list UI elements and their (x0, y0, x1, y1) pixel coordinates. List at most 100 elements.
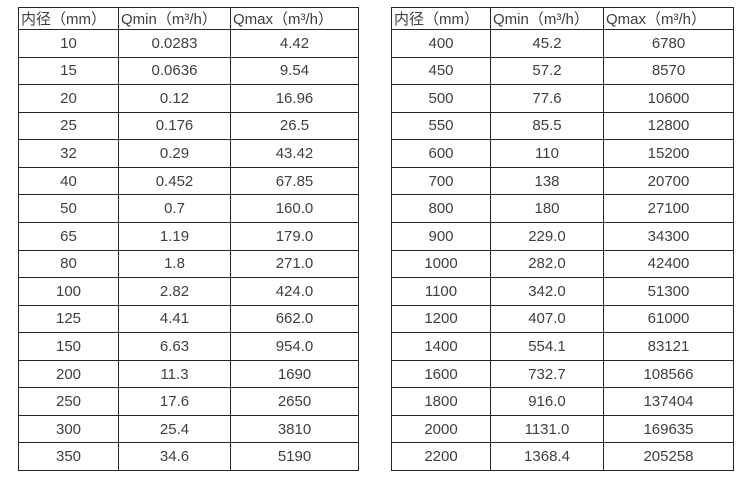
table-row: 1000 282.0 42400 (391, 249, 734, 279)
table-cell: 25 (18, 111, 119, 141)
table-cell: 229.0 (490, 221, 604, 251)
table-cell: 0.176 (118, 111, 231, 141)
table-cell: 26.5 (230, 111, 359, 141)
table-cell: 407.0 (490, 304, 604, 334)
table-cell: 179.0 (230, 221, 359, 251)
table-row: 1400 554.1 83121 (391, 332, 734, 361)
table-cell: 916.0 (490, 387, 604, 416)
table-row: 350 34.6 5190 (18, 442, 359, 471)
table-cell: 34300 (603, 221, 734, 251)
table-cell: 11.3 (118, 359, 231, 389)
table-cell: 1800 (391, 387, 491, 416)
table-cell: 15 (18, 56, 119, 86)
table-cell: 1368.4 (490, 442, 604, 471)
table-cell: 1000 (391, 249, 491, 279)
table-row: 700 138 20700 (391, 166, 734, 196)
flow-spec-table-large-diameters: 内径（mm） Qmin（m³/h） Qmax（m³/h） 400 45.2 6780 45… (391, 7, 734, 471)
table-cell: 2.82 (118, 277, 231, 306)
table-cell: 2650 (230, 387, 359, 416)
table-cell: 20700 (603, 166, 734, 196)
table-cell: 61000 (603, 304, 734, 334)
table-cell: 43.42 (230, 139, 359, 168)
table-cell: 67.85 (230, 166, 359, 196)
table-cell: 6.63 (118, 332, 231, 361)
table-row: 50 0.7 160.0 (18, 194, 359, 223)
table-cell: 700 (391, 166, 491, 196)
table-cell: 400 (391, 29, 491, 58)
table-cell: 138 (490, 166, 604, 196)
table-cell: 954.0 (230, 332, 359, 361)
table-cell: 271.0 (230, 249, 359, 279)
table-cell: 100 (18, 277, 119, 306)
table-body: 400 45.2 6780 450 57.2 8570 500 77.6 10600 550 85.… (391, 29, 734, 471)
table-cell: 1600 (391, 359, 491, 389)
table-cell: 1200 (391, 304, 491, 334)
table-cell: 32 (18, 139, 119, 168)
table-cell: 20 (18, 84, 119, 113)
table-row: 1100 342.0 51300 (391, 277, 734, 306)
table-cell: 1.8 (118, 249, 231, 279)
table-cell: 6780 (603, 29, 734, 58)
table-row: 600 110 15200 (391, 139, 734, 168)
table-cell: 85.5 (490, 111, 604, 141)
table-cell: 125 (18, 304, 119, 334)
table-cell: 40 (18, 166, 119, 196)
table-cell: 300 (18, 414, 119, 444)
table-cell: 51300 (603, 277, 734, 306)
table-cell: 15200 (603, 139, 734, 168)
table-cell: 205258 (603, 442, 734, 471)
table-row: 10 0.0283 4.42 (18, 29, 359, 58)
table-cell: 0.12 (118, 84, 231, 113)
table-cell: 10600 (603, 84, 734, 113)
table-cell: 57.2 (490, 56, 604, 86)
table-row: 300 25.4 3810 (18, 414, 359, 444)
table-cell: 80 (18, 249, 119, 279)
column-header: Qmin（m³/h） (118, 7, 231, 30)
table-row: 1800 916.0 137404 (391, 387, 734, 416)
table-row: 65 1.19 179.0 (18, 221, 359, 251)
table-cell: 1100 (391, 277, 491, 306)
table-cell: 554.1 (490, 332, 604, 361)
table-cell: 1131.0 (490, 414, 604, 444)
table-row: 125 4.41 662.0 (18, 304, 359, 334)
table-cell: 50 (18, 194, 119, 223)
table-cell: 9.54 (230, 56, 359, 86)
table-body: 10 0.0283 4.42 15 0.0636 9.54 20 0.12 16.96 25 0.1… (18, 29, 359, 471)
table-cell: 282.0 (490, 249, 604, 279)
table-row: 20 0.12 16.96 (18, 84, 359, 113)
table-cell: 2200 (391, 442, 491, 471)
table-row: 40 0.452 67.85 (18, 166, 359, 196)
table-cell: 42400 (603, 249, 734, 279)
table-cell: 150 (18, 332, 119, 361)
table-cell: 110 (490, 139, 604, 168)
table-cell: 0.29 (118, 139, 231, 168)
table-row: 32 0.29 43.42 (18, 139, 359, 168)
table-cell: 3810 (230, 414, 359, 444)
table-cell: 424.0 (230, 277, 359, 306)
table-cell: 12800 (603, 111, 734, 141)
table-row: 250 17.6 2650 (18, 387, 359, 416)
table-cell: 1690 (230, 359, 359, 389)
header-row: 内径（mm） Qmin（m³/h） Qmax（m³/h） (18, 7, 359, 30)
table-cell: 4.42 (230, 29, 359, 58)
table-cell: 2000 (391, 414, 491, 444)
table-cell: 25.4 (118, 414, 231, 444)
table-cell: 65 (18, 221, 119, 251)
table-cell: 732.7 (490, 359, 604, 389)
table-cell: 45.2 (490, 29, 604, 58)
table-header-row: 内径（mm） Qmin（m³/h） Qmax（m³/h） (18, 7, 359, 30)
table-cell: 5190 (230, 442, 359, 471)
table-row: 15 0.0636 9.54 (18, 56, 359, 86)
table-cell: 83121 (603, 332, 734, 361)
table-cell: 108566 (603, 359, 734, 389)
column-header: 内径（mm） (18, 7, 119, 30)
table-cell: 4.41 (118, 304, 231, 334)
table-cell: 1.19 (118, 221, 231, 251)
table-row: 2200 1368.4 205258 (391, 442, 734, 471)
column-header: Qmax（m³/h） (603, 7, 734, 30)
table-cell: 250 (18, 387, 119, 416)
table-cell: 350 (18, 442, 119, 471)
table-cell: 550 (391, 111, 491, 141)
table-cell: 800 (391, 194, 491, 223)
header-row: 内径（mm） Qmin（m³/h） Qmax（m³/h） (391, 7, 734, 30)
